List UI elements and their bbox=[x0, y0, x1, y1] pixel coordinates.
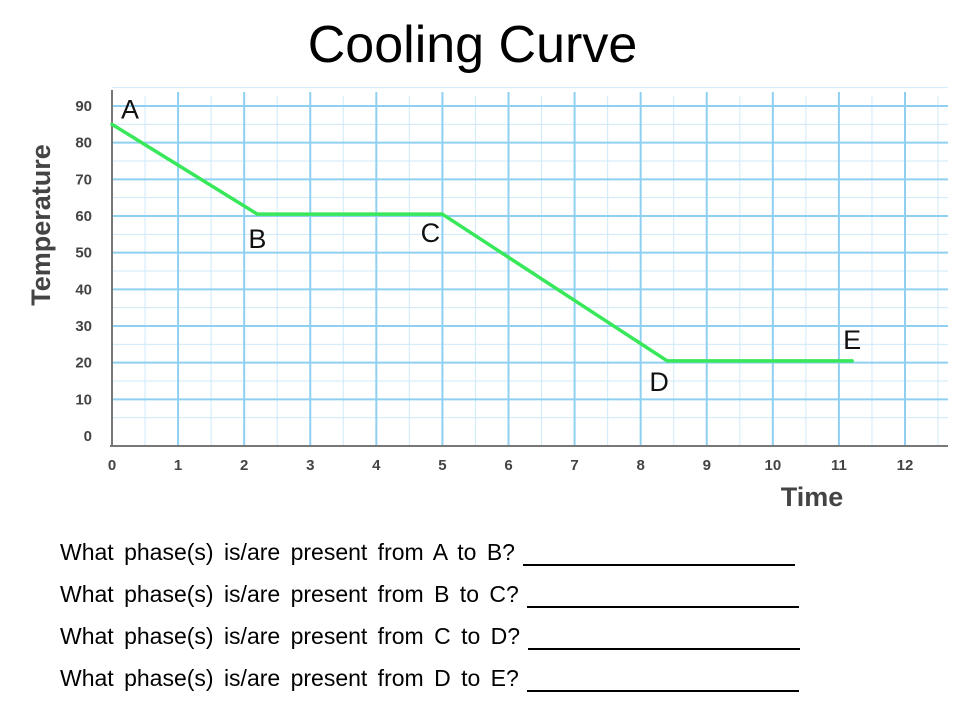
question-row: What phase(s) is/are present from A to B… bbox=[60, 524, 950, 566]
y-tick-label: 0 bbox=[84, 428, 92, 445]
series-layer bbox=[110, 122, 854, 363]
y-tick-label: 80 bbox=[75, 135, 92, 152]
y-tick-label: 10 bbox=[75, 391, 92, 408]
x-tick-label: 8 bbox=[636, 457, 644, 474]
x-tick-label: 3 bbox=[306, 457, 314, 474]
answer-blank[interactable] bbox=[522, 542, 795, 566]
question-text: What phase(s) is/are present from C to D… bbox=[60, 623, 521, 649]
x-tick-label: 7 bbox=[570, 457, 578, 474]
series-line bbox=[110, 122, 854, 363]
question-list: What phase(s) is/are present from A to B… bbox=[60, 524, 950, 692]
x-tick-label: 5 bbox=[438, 457, 446, 474]
point-label-e: E bbox=[843, 325, 861, 355]
question-row: What phase(s) is/are present from D to E… bbox=[60, 650, 950, 692]
y-tick-label: 40 bbox=[75, 281, 92, 298]
question-text: What phase(s) is/are present from A to B… bbox=[60, 539, 515, 565]
grid bbox=[112, 87, 948, 446]
question-row: What phase(s) is/are present from C to D… bbox=[60, 608, 950, 650]
x-tick-label: 2 bbox=[240, 457, 248, 474]
question-row: What phase(s) is/are present from B to C… bbox=[60, 566, 950, 608]
y-tick-label: 50 bbox=[75, 245, 92, 262]
answer-blank[interactable] bbox=[526, 584, 799, 608]
x-tick-label: 4 bbox=[372, 457, 381, 474]
y-axis-label: Temperature bbox=[26, 144, 56, 306]
answer-blank[interactable] bbox=[526, 668, 799, 692]
point-label-a: A bbox=[121, 94, 139, 124]
chart-title: Cooling Curve bbox=[307, 16, 638, 74]
x-tick-label: 1 bbox=[174, 457, 182, 474]
point-label-c: C bbox=[421, 218, 441, 248]
point-label-b: B bbox=[248, 224, 266, 254]
x-tick-label: 12 bbox=[897, 457, 914, 474]
point-labels: A B C D E bbox=[121, 94, 861, 397]
y-tick-label: 30 bbox=[75, 318, 92, 335]
y-tick-label: 60 bbox=[75, 208, 92, 225]
x-tick-label: 0 bbox=[108, 457, 116, 474]
point-label-d: D bbox=[649, 367, 669, 397]
axes bbox=[110, 90, 948, 447]
x-axis-label: Time bbox=[781, 482, 844, 512]
y-tick-label: 70 bbox=[75, 171, 92, 188]
y-tick-label: 20 bbox=[75, 355, 92, 372]
x-tick-label: 9 bbox=[703, 457, 711, 474]
question-text: What phase(s) is/are present from B to C… bbox=[60, 581, 519, 607]
x-tick-label: 11 bbox=[831, 457, 847, 474]
x-tick-label: 6 bbox=[504, 457, 512, 474]
answer-blank[interactable] bbox=[528, 626, 801, 650]
x-tick-label: 10 bbox=[764, 457, 781, 474]
question-text: What phase(s) is/are present from D to E… bbox=[60, 665, 519, 691]
y-tick-label: 90 bbox=[75, 98, 92, 115]
